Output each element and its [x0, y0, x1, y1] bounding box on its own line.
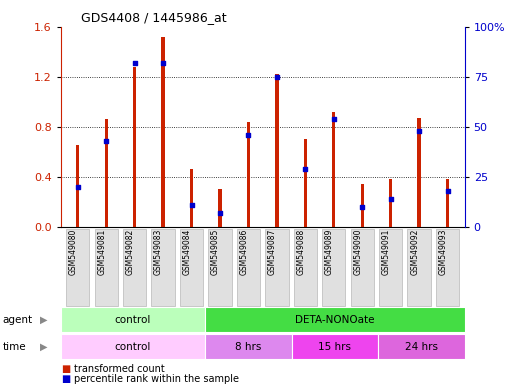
- Bar: [76, 146, 80, 227]
- Text: GSM549087: GSM549087: [268, 229, 277, 275]
- Text: GSM549089: GSM549089: [325, 229, 334, 275]
- Text: GSM549084: GSM549084: [183, 229, 192, 275]
- FancyBboxPatch shape: [322, 229, 345, 306]
- Point: [130, 60, 139, 66]
- Bar: [291, 334, 378, 359]
- Point: [386, 195, 395, 202]
- Text: percentile rank within the sample: percentile rank within the sample: [74, 374, 239, 384]
- Text: ■: ■: [61, 364, 70, 374]
- Bar: [446, 179, 449, 227]
- Bar: [162, 37, 165, 227]
- Text: transformed count: transformed count: [74, 364, 165, 374]
- Bar: [418, 118, 421, 227]
- Text: 8 hrs: 8 hrs: [235, 341, 261, 352]
- Text: 15 hrs: 15 hrs: [318, 341, 351, 352]
- FancyBboxPatch shape: [95, 229, 118, 306]
- Bar: [218, 189, 222, 227]
- Text: ▶: ▶: [40, 314, 48, 325]
- Point: [444, 187, 452, 194]
- Bar: [304, 139, 307, 227]
- Text: GSM549085: GSM549085: [211, 229, 220, 275]
- Text: GSM549092: GSM549092: [410, 229, 419, 275]
- FancyBboxPatch shape: [265, 229, 289, 306]
- FancyBboxPatch shape: [436, 229, 459, 306]
- Text: ▶: ▶: [40, 341, 48, 352]
- FancyBboxPatch shape: [152, 229, 175, 306]
- Point: [301, 166, 309, 172]
- Point: [244, 132, 253, 138]
- Text: GSM549081: GSM549081: [97, 229, 106, 275]
- Bar: [378, 334, 465, 359]
- Bar: [105, 119, 108, 227]
- FancyBboxPatch shape: [123, 229, 146, 306]
- Bar: [190, 169, 193, 227]
- Point: [329, 116, 338, 122]
- FancyBboxPatch shape: [237, 229, 260, 306]
- Bar: [247, 122, 250, 227]
- Text: ■: ■: [61, 374, 70, 384]
- Point: [358, 204, 366, 210]
- Text: control: control: [115, 314, 151, 325]
- Bar: [361, 184, 364, 227]
- Text: 24 hrs: 24 hrs: [405, 341, 438, 352]
- FancyBboxPatch shape: [408, 229, 431, 306]
- Text: GSM549091: GSM549091: [382, 229, 391, 275]
- Bar: [205, 334, 291, 359]
- Text: GSM549090: GSM549090: [353, 229, 362, 275]
- Text: GSM549083: GSM549083: [154, 229, 163, 275]
- Text: GDS4408 / 1445986_at: GDS4408 / 1445986_at: [81, 11, 227, 24]
- Text: GSM549080: GSM549080: [69, 229, 78, 275]
- Bar: [61, 334, 205, 359]
- Point: [272, 74, 281, 80]
- Bar: [389, 179, 392, 227]
- Text: DETA-NONOate: DETA-NONOate: [295, 314, 374, 325]
- Text: GSM549093: GSM549093: [439, 229, 448, 275]
- Text: GSM549082: GSM549082: [126, 229, 135, 275]
- Text: GSM549086: GSM549086: [240, 229, 249, 275]
- Point: [159, 60, 167, 66]
- Bar: [61, 307, 205, 332]
- FancyBboxPatch shape: [379, 229, 402, 306]
- Point: [102, 137, 110, 144]
- Text: GSM549088: GSM549088: [296, 229, 305, 275]
- Bar: [205, 307, 465, 332]
- Point: [187, 202, 196, 208]
- Text: agent: agent: [3, 314, 33, 325]
- FancyBboxPatch shape: [209, 229, 232, 306]
- Point: [73, 184, 82, 190]
- Bar: [133, 67, 136, 227]
- Point: [415, 127, 423, 134]
- FancyBboxPatch shape: [294, 229, 317, 306]
- FancyBboxPatch shape: [351, 229, 374, 306]
- Point: [216, 210, 224, 216]
- Text: time: time: [3, 341, 26, 352]
- Bar: [332, 112, 335, 227]
- FancyBboxPatch shape: [180, 229, 203, 306]
- FancyBboxPatch shape: [66, 229, 89, 306]
- Bar: [275, 74, 279, 227]
- Text: control: control: [115, 341, 151, 352]
